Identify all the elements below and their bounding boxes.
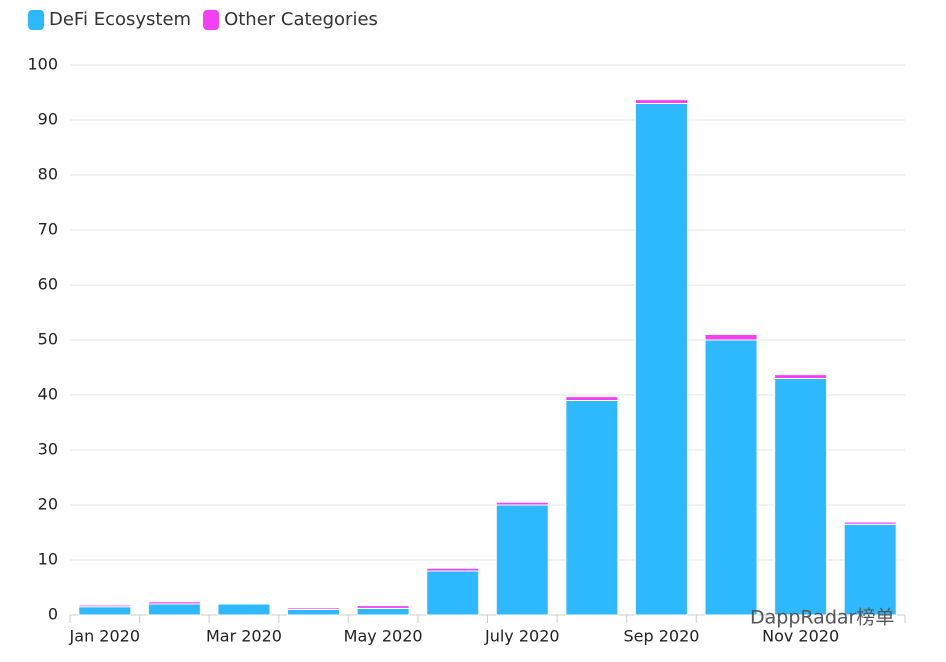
watermark: DappRadar榜单 xyxy=(750,607,894,629)
bar-segment xyxy=(495,504,549,616)
bar-segment xyxy=(426,570,480,616)
y-tick-label: 60 xyxy=(38,275,58,294)
y-tick-label: 20 xyxy=(38,495,58,514)
y-tick-label: 80 xyxy=(38,165,58,184)
bar-segment xyxy=(356,607,410,616)
bar-segment xyxy=(217,603,271,616)
bar-segment xyxy=(634,103,688,616)
legend-label: DeFi Ecosystem xyxy=(49,9,191,30)
bar-segment xyxy=(634,99,688,105)
y-tick-label: 100 xyxy=(27,55,58,74)
bar-segment xyxy=(495,501,549,506)
bar-segment xyxy=(843,521,897,525)
legend-swatch xyxy=(203,10,220,30)
bar-segment xyxy=(147,601,201,605)
bar-segment xyxy=(287,607,341,610)
legend-label: Other Categories xyxy=(224,9,378,30)
x-tick-label: July 2020 xyxy=(484,627,560,646)
x-tick-label: Nov 2020 xyxy=(762,627,839,646)
legend: DeFi Ecosystem Other Categories xyxy=(28,9,378,30)
y-tick-label: 90 xyxy=(38,110,58,129)
y-tick-label: 50 xyxy=(38,330,58,349)
bar-segment xyxy=(704,339,758,616)
bar-segment xyxy=(217,602,271,605)
x-tick-label: Jan 2020 xyxy=(69,627,140,646)
y-tick-label: 40 xyxy=(38,385,58,404)
bar-segment xyxy=(147,603,201,616)
y-tick-label: 10 xyxy=(38,550,58,569)
bar-segment xyxy=(78,606,132,616)
bar-segment xyxy=(426,567,480,572)
bar-segment xyxy=(565,396,619,401)
bar-segment xyxy=(565,400,619,616)
bar-segment xyxy=(78,604,132,608)
bar-segment xyxy=(774,378,828,616)
y-tick-label: 0 xyxy=(48,605,58,624)
bar-segment xyxy=(774,374,828,379)
bar-segment xyxy=(356,605,410,609)
bar-segment xyxy=(287,609,341,616)
bar-segment xyxy=(704,334,758,341)
bar-segment xyxy=(843,523,897,616)
y-tick-label: 30 xyxy=(38,440,58,459)
x-tick-label: May 2020 xyxy=(344,627,423,646)
x-tick-label: Sep 2020 xyxy=(623,627,699,646)
y-tick-label: 70 xyxy=(38,220,58,239)
x-tick-label: Mar 2020 xyxy=(206,627,282,646)
legend-swatch xyxy=(28,10,44,30)
